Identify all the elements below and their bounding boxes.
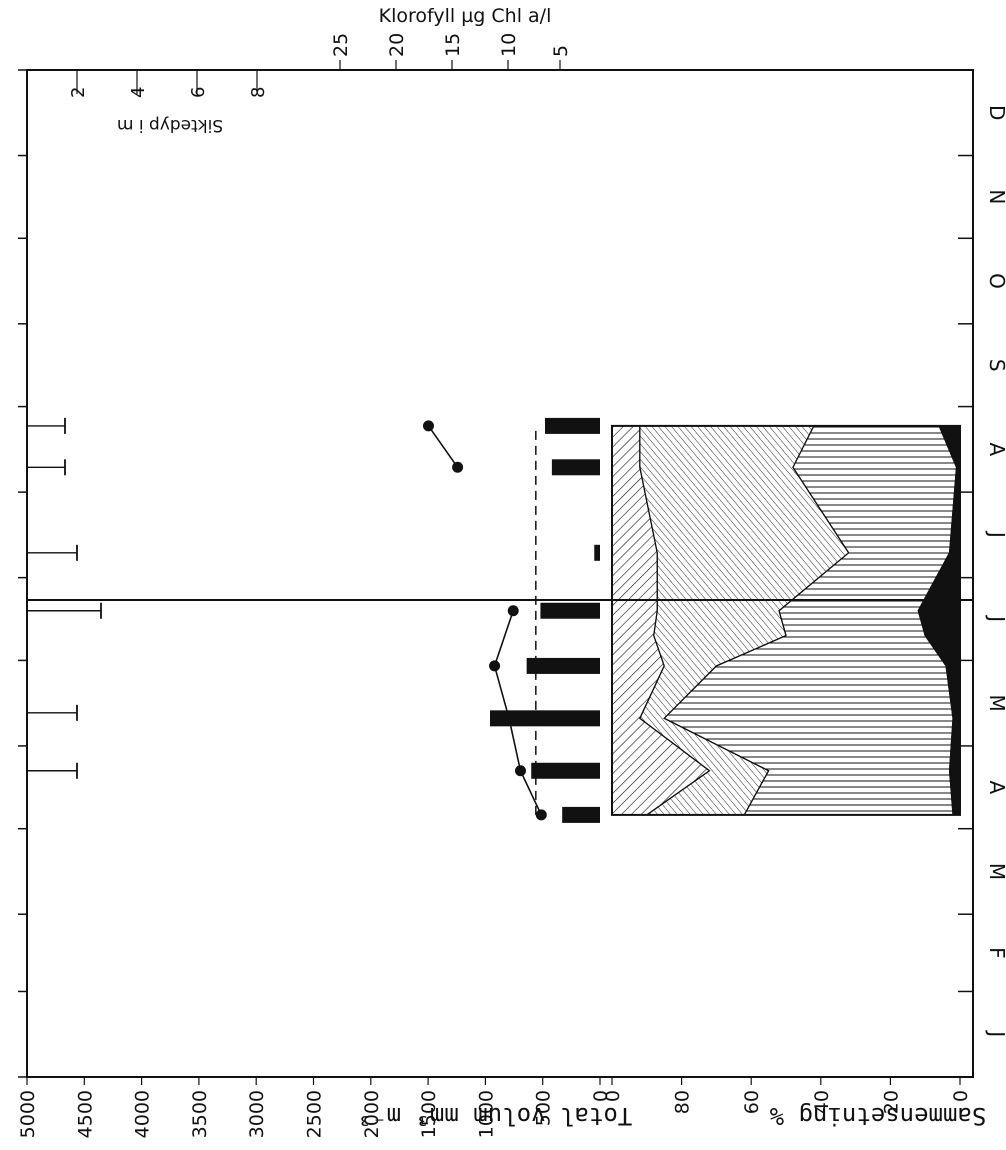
volume-tick-label: 2000 — [361, 1090, 383, 1138]
composition-tick-label: 0 — [602, 1090, 624, 1102]
volume-bar — [540, 602, 600, 619]
volume-bar — [594, 544, 600, 561]
chlorophyll-point — [422, 420, 434, 432]
volume-bar — [531, 762, 600, 779]
month-label: D — [985, 105, 1006, 120]
secchi-tick-label: 6 — [188, 87, 209, 98]
chlorophyll-point — [507, 605, 519, 617]
secchi-axis-title: Siktedyp i m — [117, 115, 223, 135]
volume-bar — [526, 657, 600, 674]
secchi-tick-label: 2 — [68, 87, 89, 98]
chlorophyll-tick-label: 25 — [330, 33, 352, 57]
volume-tick-label: 4500 — [74, 1090, 96, 1138]
chlorophyll-point — [452, 461, 464, 473]
chlorophyll-point — [489, 660, 501, 672]
volume-bar — [544, 417, 600, 434]
month-label: M — [985, 695, 1006, 712]
month-label: S — [985, 359, 1006, 372]
volume-bar — [489, 710, 600, 727]
chlorophyll-point — [514, 765, 526, 777]
axes: JFMAMJJASOND0500100015002000250030003500… — [17, 33, 1006, 1139]
volume-tick-label: 4000 — [132, 1090, 154, 1138]
month-label: A — [985, 780, 1006, 794]
volume-tick-label: 1500 — [418, 1090, 440, 1138]
volume-bar — [551, 459, 600, 476]
plot-frame — [26, 69, 974, 1078]
composition-tick-label: 20 — [880, 1090, 902, 1114]
chlorophyll-tick-label: 5 — [550, 45, 572, 57]
chlorophyll-axis-title: Klorofyll µg Chl a/l — [379, 5, 552, 27]
month-label: A — [985, 443, 1006, 457]
chlorophyll-tick-label: 20 — [386, 33, 408, 57]
volume-axis-title: Total volum mm³ m⁻³ — [358, 1102, 633, 1130]
chlorophyll-point — [535, 809, 547, 821]
composition-tick-label: 80 — [672, 1090, 694, 1114]
volume-tick-label: 3000 — [246, 1090, 268, 1138]
month-label: O — [985, 273, 1006, 289]
composition-block-outline — [611, 424, 961, 816]
chlorophyll-point — [503, 712, 515, 724]
month-label: J — [985, 614, 1006, 622]
month-label: N — [985, 189, 1006, 204]
volume-tick-label: 5000 — [17, 1090, 39, 1138]
volume-bar — [562, 806, 600, 823]
month-label: F — [985, 947, 1006, 959]
month-label: M — [985, 863, 1006, 880]
volume-tick-label: 2500 — [304, 1090, 326, 1138]
chlorophyll-tick-label: 10 — [498, 33, 520, 57]
composition-axis-title: Sammensetning % — [769, 1102, 986, 1130]
volume-tick-label: 500 — [533, 1090, 555, 1126]
total-volume-panel — [27, 417, 600, 823]
volume-tick-label: 3500 — [189, 1090, 211, 1138]
month-label: J — [985, 1029, 1006, 1037]
composition-panel — [611, 424, 961, 816]
composition-tick-label: 0 — [950, 1090, 972, 1102]
volume-tick-label: 0 — [590, 1090, 612, 1102]
composition-tick-label: 60 — [741, 1090, 763, 1114]
chlorophyll-line — [427, 425, 459, 468]
secchi-tick-label: 8 — [248, 87, 269, 98]
composition-tick-label: 40 — [811, 1090, 833, 1114]
secchi-tick-label: 4 — [128, 87, 149, 98]
month-label: J — [985, 530, 1006, 538]
volume-tick-label: 1000 — [475, 1090, 497, 1138]
chlorophyll-tick-label: 15 — [442, 33, 464, 57]
